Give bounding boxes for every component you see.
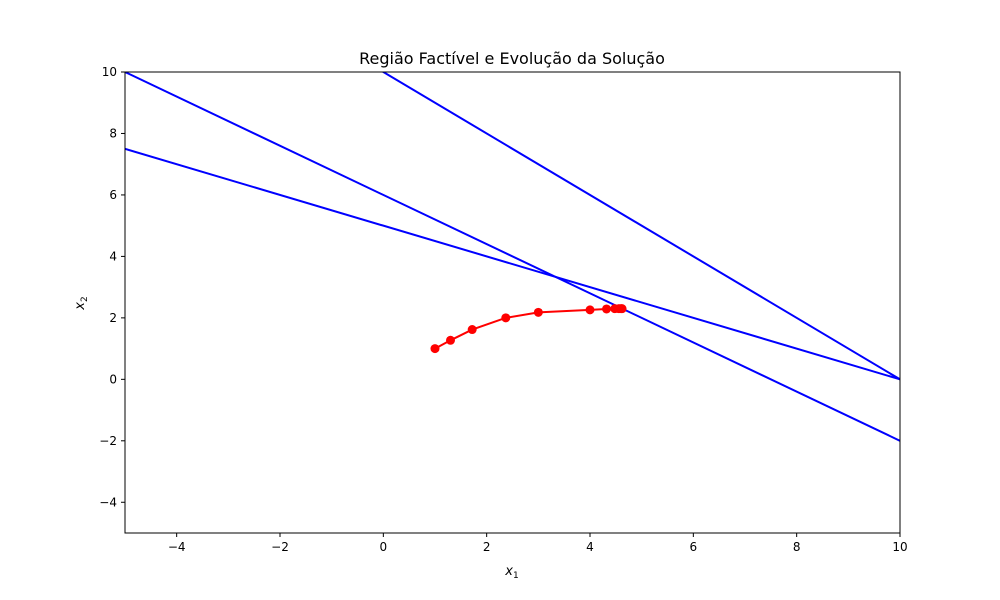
x-tick-label: 0 — [380, 540, 388, 554]
y-axis: −4 −2 0 2 4 6 8 10 — [99, 65, 125, 509]
y-axis-label: x2 — [73, 296, 90, 310]
x-tick-label: 8 — [793, 540, 801, 554]
x-tick-label: 2 — [483, 540, 491, 554]
x-tick-label: 4 — [586, 540, 594, 554]
constraint-lines — [125, 72, 900, 442]
solution-point — [617, 304, 627, 314]
solution-point — [430, 344, 440, 354]
solution-point — [533, 307, 543, 317]
y-tick-label: 4 — [109, 249, 117, 263]
solution-point — [501, 313, 511, 323]
x-axis-label: x1 — [504, 564, 518, 581]
solution-path — [430, 304, 627, 354]
solution-point — [585, 305, 595, 315]
constraint-line-2 — [125, 147, 900, 381]
y-tick-label: −2 — [99, 434, 117, 448]
y-tick-label: −4 — [99, 495, 117, 509]
x-tick-label: 6 — [690, 540, 698, 554]
constraint-line-3 — [381, 72, 900, 381]
y-tick-label: 2 — [109, 311, 117, 325]
chart-title: Região Factível e Evolução da Solução — [359, 49, 665, 68]
solution-line — [434, 307, 623, 350]
y-tick-label: 6 — [109, 188, 117, 202]
x-axis: −4 −2 0 2 4 6 8 10 — [168, 533, 908, 554]
x-tick-label: −4 — [168, 540, 186, 554]
plot-frame — [124, 71, 901, 534]
constraint-line-1 — [125, 72, 900, 442]
y-tick-label: 0 — [109, 372, 117, 386]
solution-point — [446, 335, 455, 345]
x-tick-label: 10 — [892, 540, 907, 554]
y-tick-label: 10 — [102, 65, 117, 79]
x-tick-label: −2 — [271, 540, 289, 554]
y-tick-label: 8 — [109, 126, 117, 140]
solution-point — [602, 304, 612, 314]
solution-point — [467, 325, 477, 335]
